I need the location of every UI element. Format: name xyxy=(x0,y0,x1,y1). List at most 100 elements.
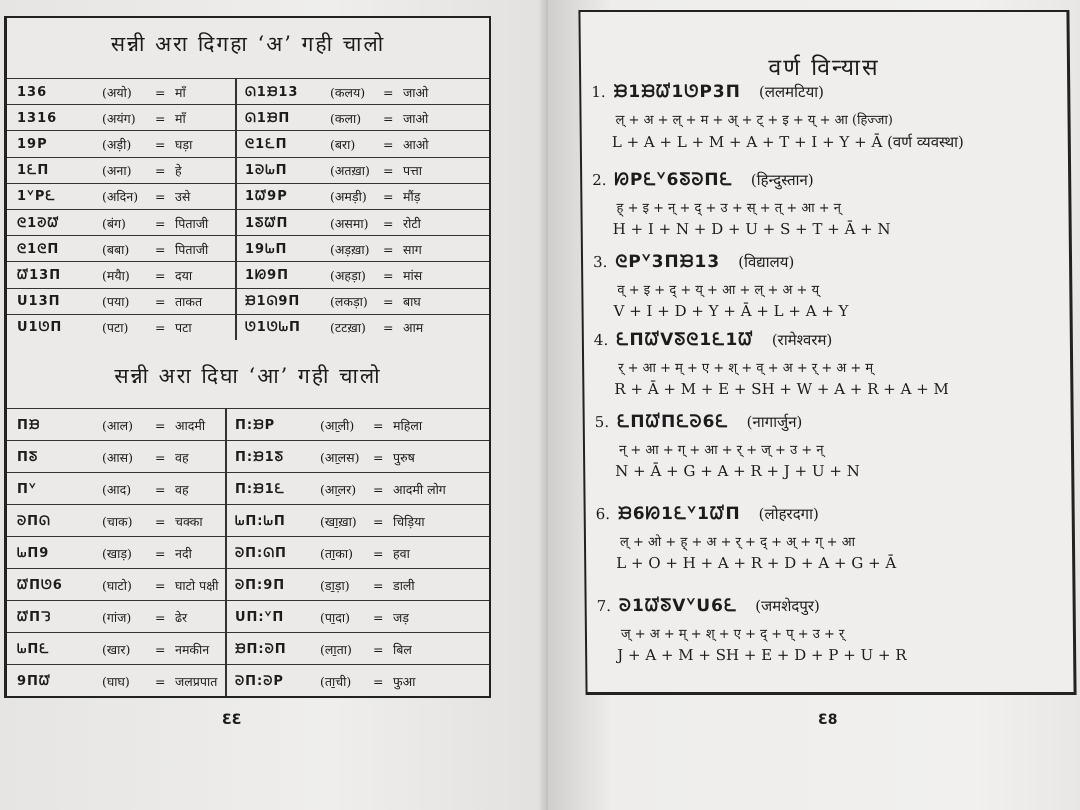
script-word: 19P xyxy=(17,136,48,152)
left-page-number: ƐƐ xyxy=(222,712,242,728)
script-word: 9Пᘺ xyxy=(17,673,52,689)
column-divider xyxy=(225,408,227,696)
script-word: 1ᘐᘈП xyxy=(245,163,288,179)
table-row: Пᙖ (आल) = आदमी П:ᙖP (आ̱ली) = महिला xyxy=(7,408,489,441)
hindi-transliteration: (आस) xyxy=(102,449,133,465)
table-row: ᘈПᘍ (खार) = नमकीन ᙖП:ᘐП (ला̱ता) = बिल xyxy=(7,632,489,665)
hindi-transliteration: (आ̱लर) xyxy=(320,481,357,497)
hindi-transliteration: (अहड़ा) xyxy=(330,267,366,283)
hindi-transliteration: (चाक) xyxy=(102,513,133,529)
hindi-transliteration: (पटा) xyxy=(102,320,129,336)
hindi-transliteration: (अमड़ी) xyxy=(330,189,367,205)
hindi-transliteration: (खार) xyxy=(102,641,131,657)
hindi-transliteration: (पा̱दा) xyxy=(320,609,350,625)
meaning: मांस xyxy=(403,267,423,283)
hindi-word: (लोहरदगा) xyxy=(758,505,819,523)
table-row: U13П (पया) = ताकत ᙖ1ᘏ9П (लकड़ा) = बाघ xyxy=(7,287,489,315)
equals-sign: = xyxy=(155,84,166,100)
script-word: ᙖ6ᘗ1ᘍᘁ1ᘺП xyxy=(617,504,741,524)
equals-sign: = xyxy=(383,320,394,336)
latin-breakdown: J + A + M + SH + E + D + P + U + R xyxy=(617,646,907,664)
hindi-transliteration: (कला) xyxy=(330,110,362,126)
meaning: पुरुष xyxy=(393,449,415,465)
hindi-transliteration: (अदिन) xyxy=(102,189,139,205)
hindi-transliteration: (बरा) xyxy=(330,136,356,152)
script-word: 1ᘁPᘍ xyxy=(17,189,56,205)
equals-sign: = xyxy=(383,163,394,179)
hindi-transliteration: (घाघ) xyxy=(102,673,130,689)
hindi-word: (विद्यालय) xyxy=(738,253,795,271)
entry-heading: 4. ᘍПᘺVᘕᘓ1ᘍ1ᘺ (रामेश्वरम) xyxy=(594,330,833,350)
script-word: 1ᘗ9П xyxy=(245,267,290,283)
equals-sign: = xyxy=(155,481,166,497)
equals-sign: = xyxy=(373,513,384,529)
hindi-transliteration: (अड़ी) xyxy=(102,136,132,152)
entry-number: 5. xyxy=(594,413,610,431)
equals-sign: = xyxy=(155,673,166,689)
entry-number: 4. xyxy=(593,331,609,349)
equals-sign: = xyxy=(373,641,384,657)
meaning: नमकीन xyxy=(175,641,210,657)
hindi-transliteration: (अयंग) xyxy=(102,110,136,126)
equals-sign: = xyxy=(155,215,166,231)
script-word: ᘐ1ᘺᘕVᘁU6ᘍ xyxy=(618,596,738,616)
hindi-word: (ललमटिया) xyxy=(758,83,825,101)
equals-sign: = xyxy=(373,481,384,497)
script-word: ᘓ1ᘍП xyxy=(245,136,288,152)
equals-sign: = xyxy=(383,294,394,310)
script-word: ᘍПᘺVᘕᘓ1ᘍ1ᘺ xyxy=(616,330,754,350)
meaning: आदमी xyxy=(175,417,206,433)
table-row: ᘺПᘎ6 (घाटो) = घाटो पक्षी ᘐП:9П (डा̱ड़ा) = डाली xyxy=(7,568,489,601)
devanagari-breakdown: र् + आ + म् + ए + श् + व् + अ + र् + अ +… xyxy=(618,361,874,376)
table-row: 136 (अयो) = माँ ᘏ1ᙖ13 (कलय) = जाओ xyxy=(7,78,489,105)
equals-sign: = xyxy=(155,513,166,529)
column-divider xyxy=(235,78,237,340)
script-word: ᘈПᘍ xyxy=(17,641,50,657)
hindi-transliteration: (अना) xyxy=(102,163,132,179)
script-word: UП:ᘁП xyxy=(235,609,285,625)
hindi-word: (जमशेदपुर) xyxy=(755,597,820,615)
equals-sign: = xyxy=(155,136,166,152)
script-word: П:ᙖP xyxy=(235,417,276,433)
entry-number: 1. xyxy=(591,83,606,101)
meaning: साग xyxy=(403,241,422,257)
script-word: ᘓPᘁ3Пᙖ13 xyxy=(615,252,721,272)
meaning: बाघ xyxy=(403,294,421,310)
latin-breakdown: L + A + L + M + A + T + I + Y + Ā (वर्ण … xyxy=(611,133,964,151)
hindi-transliteration: (ता̱का) xyxy=(320,545,353,561)
hindi-transliteration: (पया) xyxy=(102,294,130,310)
meaning: पटा xyxy=(175,320,192,336)
section2-title: सन्नी अरा दिघा ‘आ’ गही चालो xyxy=(114,364,382,388)
script-word: ᙖ1ᘏ9П xyxy=(245,294,301,310)
hindi-word: (रामेश्वरम) xyxy=(771,331,833,349)
equals-sign: = xyxy=(383,215,394,231)
equals-sign: = xyxy=(373,673,384,689)
entry-heading: 2. ᘗPᘍᘁ6ᘕᘐПᘍ (हिन्दुस्तान) xyxy=(592,170,814,190)
latin-breakdown: V + I + D + Y + Ā + L + A + Y xyxy=(613,302,849,320)
entry-number: 3. xyxy=(592,253,608,271)
meaning: पत्ता xyxy=(403,163,422,179)
meaning: हवा xyxy=(393,545,410,561)
equals-sign: = xyxy=(373,545,384,561)
hindi-transliteration: (अयो) xyxy=(102,84,132,100)
hindi-transliteration: (खाड़) xyxy=(102,545,132,561)
meaning: फुआ xyxy=(393,673,416,689)
entry-number: 7. xyxy=(596,597,612,615)
script-word: Пᘕ xyxy=(17,449,39,465)
hindi-transliteration: (ला̱ता) xyxy=(320,641,352,657)
vowel-table-frame: सन्नी अरा दिगहा ‘अ’ गही चालो 136 (अयो) = मा… xyxy=(4,16,491,698)
script-word: U13П xyxy=(17,294,61,310)
hindi-transliteration: (खा̱ख़ा) xyxy=(320,513,357,529)
hindi-transliteration: (आद) xyxy=(102,481,132,497)
script-word: 136 xyxy=(17,84,48,100)
table-row: Пᘕ (आस) = वह П:ᙖ1ᘕ (आ̱लस) = पुरुष xyxy=(7,440,489,473)
entry-heading: 7. ᘐ1ᘺᘕVᘁU6ᘍ (जमशेदपुर) xyxy=(597,596,820,616)
equals-sign: = xyxy=(155,294,166,310)
devanagari-breakdown: ह् + इ + न् + द् + उ + स् + त् + आ + न् xyxy=(616,201,842,216)
devanagari-breakdown: ल् + ओ + ह् + अ + र् + द् + अ् + ग् + आ xyxy=(619,535,856,550)
equals-sign: = xyxy=(383,110,394,126)
varna-vinyas-frame: वर्ण विन्यास 1. ᙖ1ᙖᘺ1ᘎP3П (ललमटिया) ल् + अ … xyxy=(578,10,1077,695)
equals-sign: = xyxy=(155,267,166,283)
equals-sign: = xyxy=(155,320,166,336)
equals-sign: = xyxy=(155,110,166,126)
